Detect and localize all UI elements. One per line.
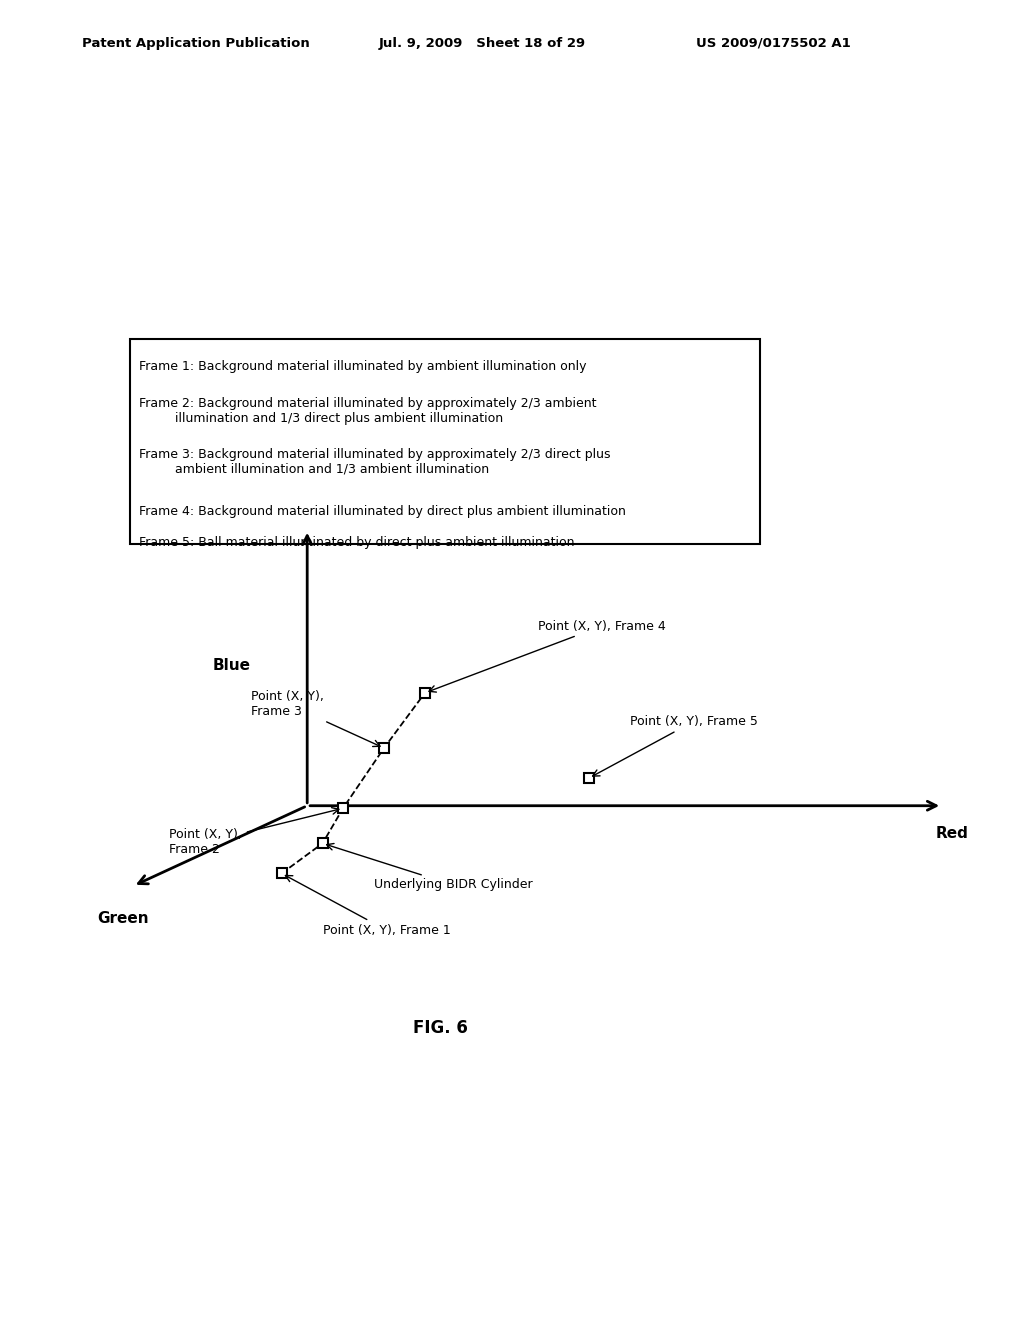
Text: Green: Green [97, 911, 148, 927]
Text: Blue: Blue [213, 657, 251, 673]
Text: Frame 2: Background material illuminated by approximately 2/3 ambient
         i: Frame 2: Background material illuminated… [139, 396, 597, 425]
Text: Frame 1: Background material illuminated by ambient illumination only: Frame 1: Background material illuminated… [139, 360, 587, 372]
Text: Patent Application Publication: Patent Application Publication [82, 37, 309, 50]
Text: Red: Red [936, 826, 969, 841]
Text: Point (X, Y), Frame 5: Point (X, Y), Frame 5 [593, 715, 758, 776]
Text: FIG. 6: FIG. 6 [413, 1019, 468, 1038]
Text: Point (X, Y),
Frame 2: Point (X, Y), Frame 2 [169, 808, 339, 857]
Text: Frame 4: Background material illuminated by direct plus ambient illumination: Frame 4: Background material illuminated… [139, 506, 627, 517]
Text: Jul. 9, 2009   Sheet 18 of 29: Jul. 9, 2009 Sheet 18 of 29 [379, 37, 586, 50]
Text: US 2009/0175502 A1: US 2009/0175502 A1 [696, 37, 851, 50]
Text: Point (X, Y), Frame 4: Point (X, Y), Frame 4 [429, 619, 666, 692]
Text: Point (X, Y), Frame 1: Point (X, Y), Frame 1 [286, 875, 451, 937]
Text: Underlying BIDR Cylinder: Underlying BIDR Cylinder [327, 843, 532, 891]
Text: Frame 3: Background material illuminated by approximately 2/3 direct plus
      : Frame 3: Background material illuminated… [139, 447, 611, 475]
Text: Point (X, Y),
Frame 3: Point (X, Y), Frame 3 [251, 690, 380, 747]
Text: Frame 5: Ball material illuminated by direct plus ambient illumination: Frame 5: Ball material illuminated by di… [139, 536, 575, 549]
